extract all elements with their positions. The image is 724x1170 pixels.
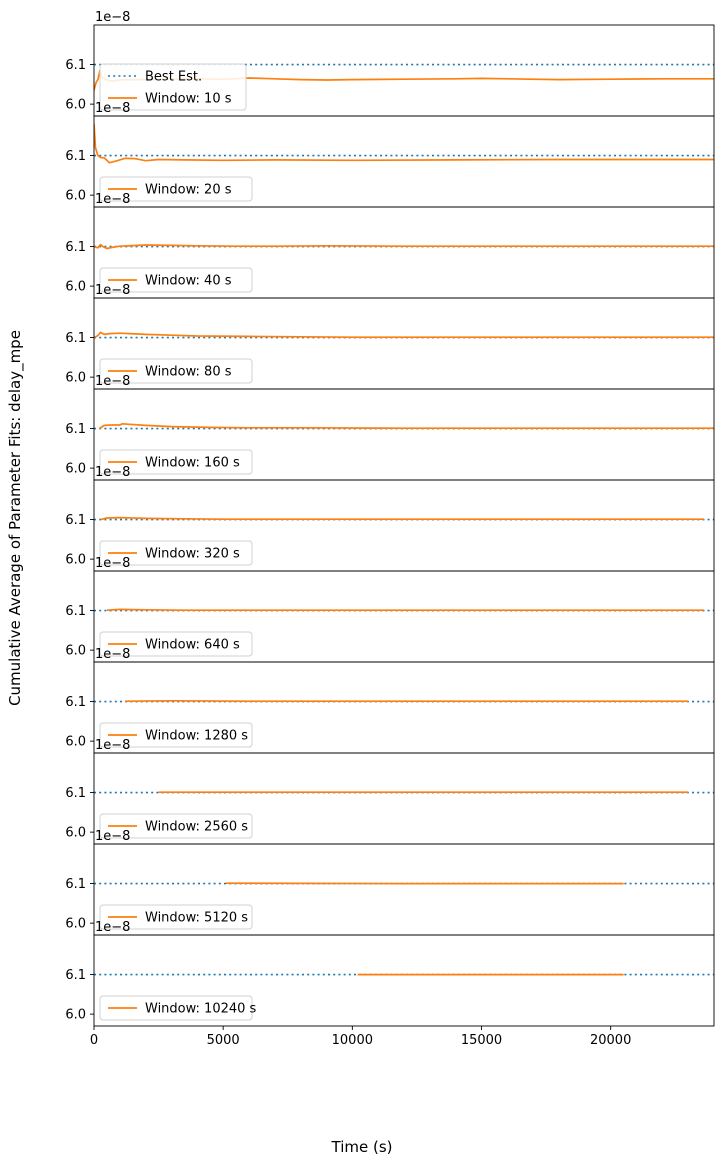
legend-series-label: Window: 10240 s: [145, 1002, 257, 1017]
panel-8: 6.0 6.1 1e−8 Window: 1280 s: [65, 647, 714, 753]
x-tick-label: 20000: [590, 1033, 631, 1048]
y-tick-label: 6.0: [65, 280, 86, 295]
y-offset-label: 1e−8: [95, 465, 130, 480]
panel-7: 6.0 6.1 1e−8 Window: 640 s: [65, 556, 714, 662]
y-offset-label: 1e−8: [95, 283, 130, 298]
y-tick-label: 6.0: [65, 462, 86, 477]
y-tick-label: 6.0: [65, 1008, 86, 1023]
x-axis-label: Time (s): [0, 1138, 724, 1156]
series-line: [94, 332, 714, 337]
panel-2: 6.0 6.1 1e−8 Window: 20 s: [65, 101, 714, 207]
panel-10: 6.0 6.1 1e−8 Window: 5120 s: [65, 829, 714, 935]
legend-best-label: Best Est.: [145, 70, 202, 85]
y-tick-label: 6.1: [65, 968, 86, 983]
y-offset-label: 1e−8: [95, 647, 130, 662]
y-tick-label: 6.1: [65, 331, 86, 346]
panel-4: 6.0 6.1 1e−8 Window: 80 s: [65, 283, 714, 389]
y-offset-label: 1e−8: [95, 101, 130, 116]
y-tick-label: 6.1: [65, 422, 86, 437]
y-offset-label: 1e−8: [95, 10, 130, 25]
panel-6: 6.0 6.1 1e−8 Window: 320 s: [65, 465, 714, 571]
panel-9: 6.0 6.1 1e−8 Window: 2560 s: [65, 738, 714, 844]
x-tick-label: 5000: [207, 1033, 240, 1048]
y-offset-label: 1e−8: [95, 738, 130, 753]
y-axis-label: Cumulative Average of Parameter Fits: de…: [6, 330, 25, 706]
x-tick-label: 15000: [461, 1033, 502, 1048]
y-tick-label: 6.1: [65, 604, 86, 619]
legend-series-label: Window: 80 s: [145, 365, 232, 380]
series-line: [94, 124, 714, 163]
y-axis-label-wrap: Cumulative Average of Parameter Fits: de…: [6, 0, 26, 1166]
series-line: [99, 424, 714, 429]
y-tick-label: 6.0: [65, 917, 86, 932]
y-tick-label: 6.0: [65, 553, 86, 568]
y-tick-label: 6.0: [65, 189, 86, 204]
y-tick-label: 6.0: [65, 644, 86, 659]
y-tick-label: 6.1: [65, 149, 86, 164]
y-tick-label: 6.0: [65, 735, 86, 750]
legend-series-label: Window: 10 s: [145, 92, 232, 107]
y-tick-label: 6.1: [65, 240, 86, 255]
legend-series-label: Window: 20 s: [145, 183, 232, 198]
legend-series-label: Window: 1280 s: [145, 729, 248, 744]
y-offset-label: 1e−8: [95, 920, 130, 935]
series-line: [94, 245, 714, 249]
y-tick-label: 6.1: [65, 58, 86, 73]
series-line: [101, 518, 704, 520]
legend-series-label: Window: 2560 s: [145, 820, 248, 835]
y-tick-label: 6.1: [65, 513, 86, 528]
y-tick-label: 6.1: [65, 695, 86, 710]
legend-series-label: Window: 40 s: [145, 274, 232, 289]
panel-11: 6.0 6.1 1e−8 Window: 10240 s: [65, 920, 714, 1026]
panel-1: 6.0 6.1 1e−8 Best Est. Window: 10 s: [65, 10, 714, 116]
y-tick-label: 6.0: [65, 98, 86, 113]
y-tick-label: 6.0: [65, 371, 86, 386]
y-tick-label: 6.1: [65, 877, 86, 892]
panel-3: 6.0 6.1 1e−8 Window: 40 s: [65, 192, 714, 298]
legend-series-label: Window: 320 s: [145, 547, 240, 562]
y-offset-label: 1e−8: [95, 556, 130, 571]
series-line: [107, 609, 704, 610]
panel-5: 6.0 6.1 1e−8 Window: 160 s: [65, 374, 714, 480]
y-tick-label: 6.1: [65, 786, 86, 801]
y-axis-label-svg: Cumulative Average of Parameter Fits: de…: [6, 0, 26, 1166]
y-offset-label: 1e−8: [95, 192, 130, 207]
legend: Window: 10240 s: [100, 996, 257, 1020]
y-offset-label: 1e−8: [95, 829, 130, 844]
y-tick-label: 6.0: [65, 826, 86, 841]
legend-series-label: Window: 5120 s: [145, 911, 248, 926]
legend-series-label: Window: 640 s: [145, 638, 240, 653]
x-tick-label: 10000: [332, 1033, 373, 1048]
y-offset-label: 1e−8: [95, 374, 130, 389]
legend-series-label: Window: 160 s: [145, 456, 240, 471]
x-tick-label: 0: [90, 1033, 98, 1048]
